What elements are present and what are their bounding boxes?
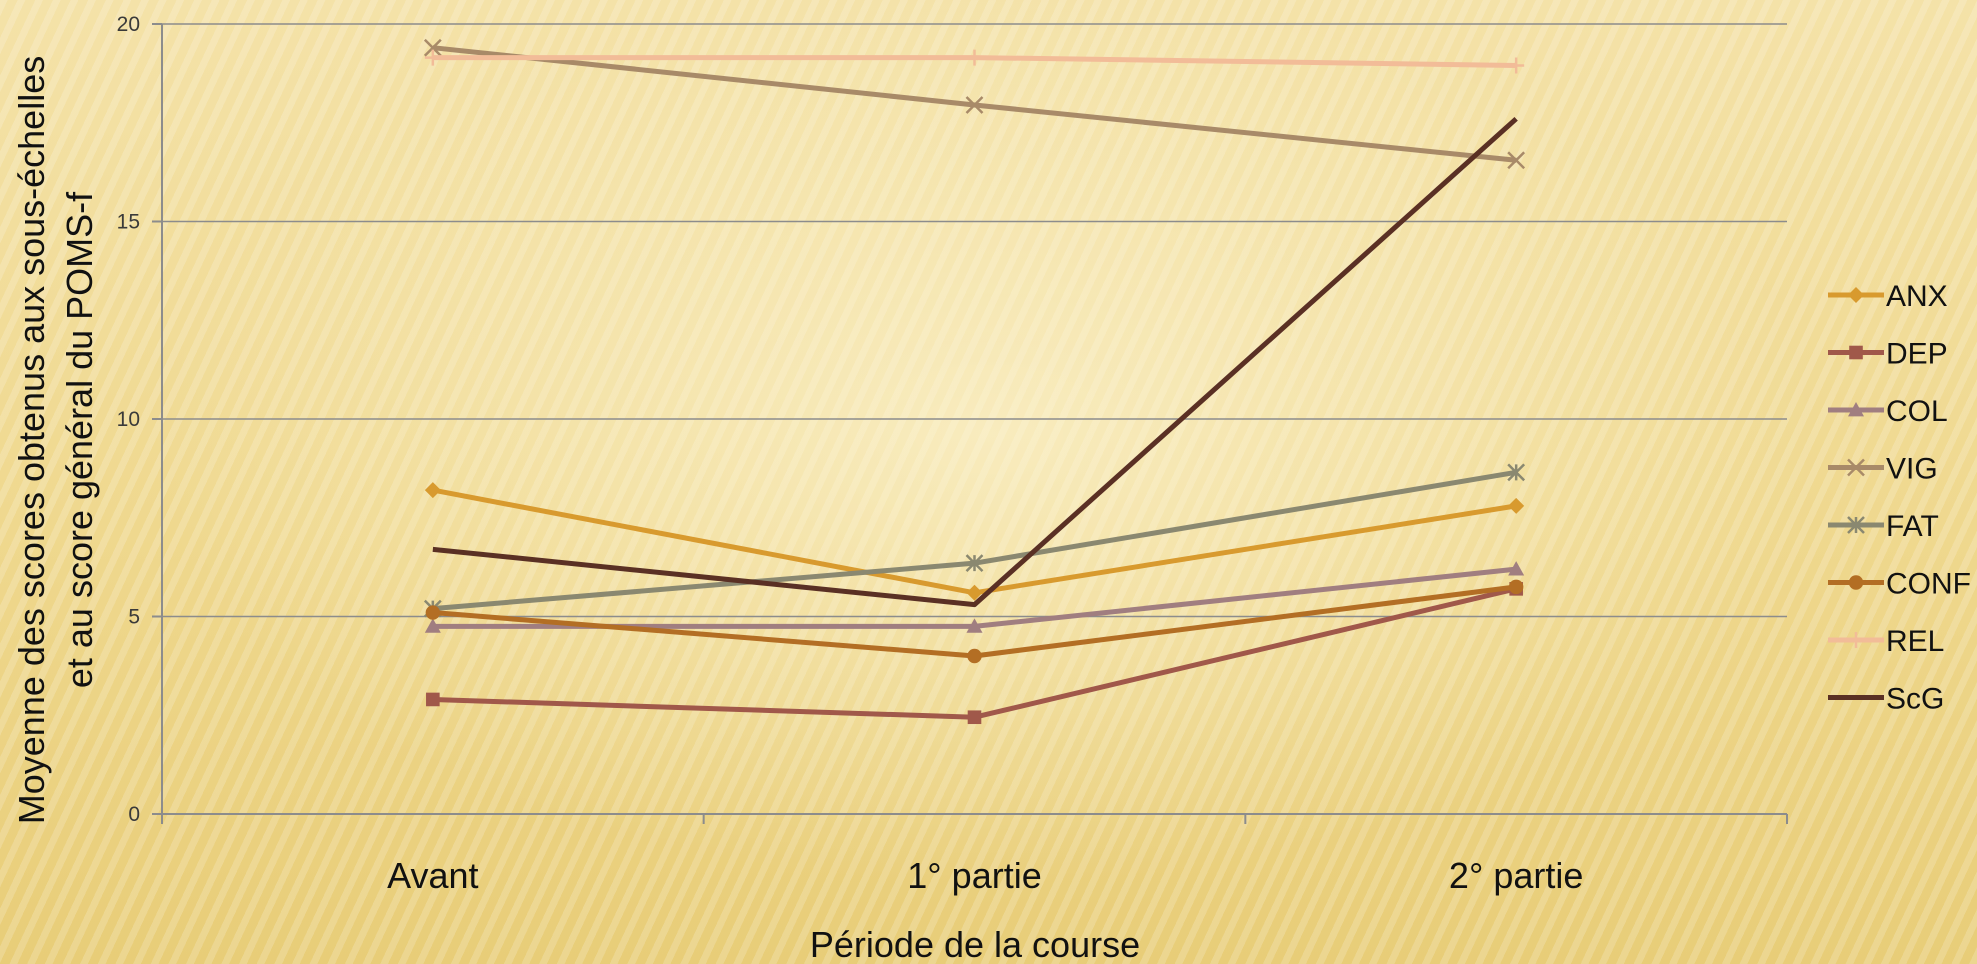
legend-item-fat: FAT xyxy=(1828,510,1939,543)
series-vig xyxy=(423,38,1526,170)
data-point-x xyxy=(965,96,984,114)
y-tick-label: 0 xyxy=(128,803,140,826)
data-point-plus xyxy=(424,49,441,66)
data-point-plus xyxy=(966,49,983,66)
legend-item-col: COL xyxy=(1828,395,1948,428)
data-point-diamond xyxy=(424,482,441,499)
legend-label: ScG xyxy=(1886,683,1944,716)
legend-item-vig: VIG xyxy=(1828,453,1938,486)
series-line-anx xyxy=(432,487,1517,596)
y-tick-labels: 0 5 10 15 20 xyxy=(117,13,140,826)
series-rel xyxy=(424,49,1525,74)
y-tick-label: 15 xyxy=(117,211,140,234)
x-tick-label: 1° partie xyxy=(907,855,1041,896)
legend-item-rel: REL xyxy=(1828,625,1944,658)
data-point-plus xyxy=(1508,57,1525,74)
legend: ANX DEP COL VIG FAT CONF REL ScG xyxy=(1828,280,1971,716)
legend-item-scg: ScG xyxy=(1828,683,1944,716)
data-point-diamond xyxy=(966,584,983,601)
x-tick-labels: Avant 1° partie 2° partie xyxy=(387,855,1583,896)
legend-label: CONF xyxy=(1886,568,1971,601)
x-tick-label: 2° partie xyxy=(1449,855,1583,896)
y-axis-title-line-2: et au score général du POMS-f xyxy=(59,191,100,688)
data-point-diamond xyxy=(1508,497,1525,514)
y-tick-label: 5 xyxy=(128,606,140,629)
legend-label: COL xyxy=(1886,395,1948,428)
legend-item-dep: DEP xyxy=(1828,338,1948,371)
y-tick-label: 20 xyxy=(117,13,140,36)
legend-item-anx: ANX xyxy=(1828,280,1948,313)
x-tick-label: Avant xyxy=(387,855,478,896)
series-scg xyxy=(432,116,1518,608)
data-point-star xyxy=(1847,516,1865,534)
data-point-triangle xyxy=(1508,561,1525,576)
legend-item-conf: CONF xyxy=(1828,568,1971,601)
data-point-star xyxy=(965,554,984,573)
data-point-square xyxy=(426,692,440,707)
data-point-star xyxy=(1507,463,1526,482)
data-point-triangle xyxy=(424,618,441,633)
y-axis-title-line-1: Moyenne des scores obtenus aux sous-éche… xyxy=(11,56,52,824)
data-point-circle xyxy=(967,648,982,664)
gridlines xyxy=(152,23,1788,824)
data-point-circle xyxy=(1848,575,1864,590)
y-tick-label: 10 xyxy=(117,408,140,431)
data-point-circle xyxy=(1508,579,1524,595)
data-point-triangle xyxy=(966,618,983,633)
data-point-triangle xyxy=(1848,402,1864,417)
series-lines xyxy=(423,38,1526,725)
data-point-x xyxy=(1847,458,1865,477)
legend-label: ANX xyxy=(1886,280,1948,313)
series-anx xyxy=(424,482,1525,601)
x-axis-title: Période de la course xyxy=(810,924,1140,964)
legend-label: FAT xyxy=(1886,510,1939,543)
series-conf xyxy=(425,579,1524,664)
data-point-square xyxy=(967,710,982,725)
data-point-x xyxy=(1507,151,1526,170)
series-line-scg xyxy=(432,116,1518,608)
axes xyxy=(161,24,1787,815)
data-point-square xyxy=(1849,345,1863,360)
data-point-x xyxy=(423,38,442,57)
legend-label: REL xyxy=(1886,625,1944,658)
legend-label: VIG xyxy=(1886,453,1938,486)
data-point-diamond xyxy=(1848,287,1864,303)
data-point-circle xyxy=(425,605,441,620)
legend-label: DEP xyxy=(1886,338,1948,371)
data-point-plus xyxy=(1848,632,1864,648)
